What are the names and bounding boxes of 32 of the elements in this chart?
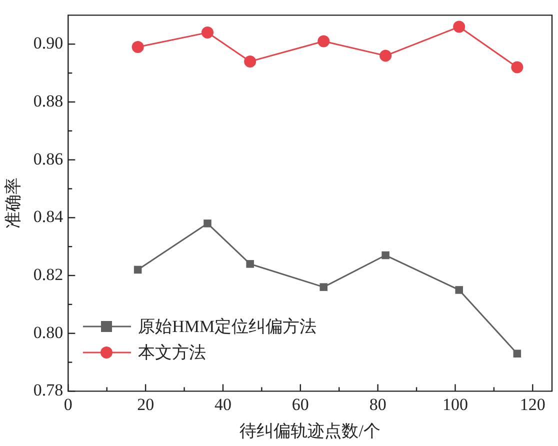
point xyxy=(244,55,256,68)
point xyxy=(513,350,522,358)
x-tick-label: 40 xyxy=(214,394,232,414)
point xyxy=(453,20,466,33)
y-tick-label: 0.86 xyxy=(33,149,64,168)
point xyxy=(202,26,214,39)
point xyxy=(320,283,328,291)
y-tick-label: 0.88 xyxy=(33,91,64,110)
y-tick-label: 0.84 xyxy=(33,207,64,226)
point xyxy=(246,260,254,268)
y-tick-label: 0.78 xyxy=(33,380,64,400)
point xyxy=(132,41,144,54)
x-tick-label: 60 xyxy=(292,394,309,414)
point xyxy=(382,251,390,260)
point xyxy=(204,220,212,228)
y-axis-title: 准确率 xyxy=(4,178,23,229)
point xyxy=(380,50,392,62)
x-tick-label: 20 xyxy=(137,394,154,414)
x-tick-label: 0 xyxy=(64,394,72,414)
x-axis-title: 待纠偏轨迹点数/个 xyxy=(240,421,380,440)
y-tick-label: 0.80 xyxy=(33,322,64,342)
legend-label: 本文方法 xyxy=(138,342,206,364)
x-tick-label: 120 xyxy=(520,394,546,414)
y-tick-label: 0.82 xyxy=(33,264,64,284)
point xyxy=(455,286,463,294)
point xyxy=(134,266,142,274)
point xyxy=(511,61,524,74)
point xyxy=(318,35,330,48)
x-tick-label: 100 xyxy=(442,394,468,414)
x-tick-label: 80 xyxy=(369,394,386,414)
y-tick-label: 0.90 xyxy=(33,34,64,53)
legend-label: 原始HMM定位纠偏方法 xyxy=(138,316,317,338)
